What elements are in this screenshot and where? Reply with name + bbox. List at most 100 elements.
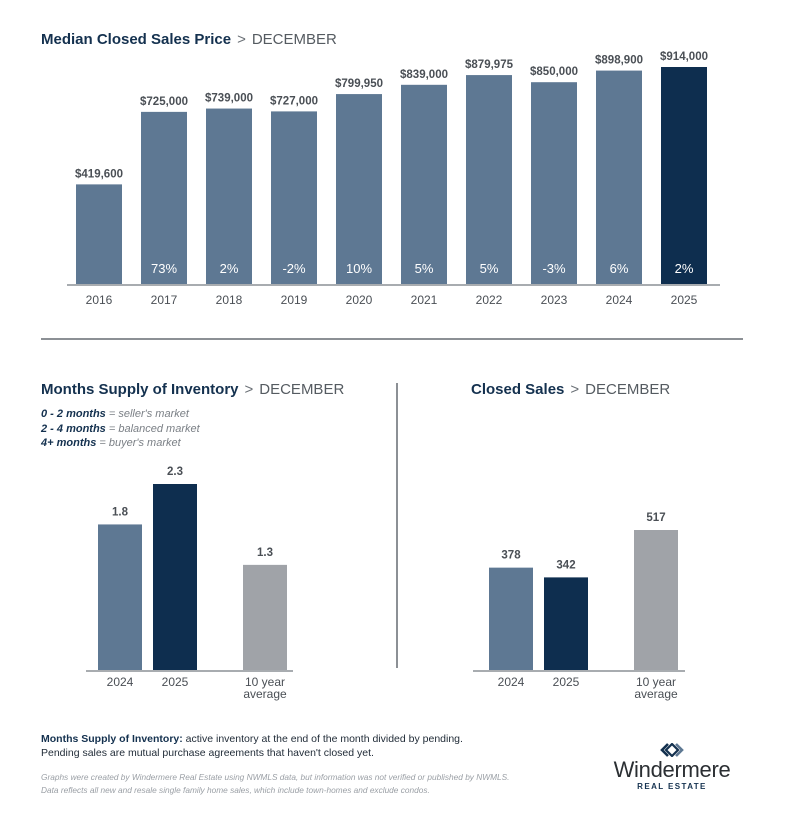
change-label: 2% <box>220 261 239 276</box>
inventory-legend: 0 - 2 months = seller's market 2 - 4 mon… <box>41 407 200 451</box>
windermere-logo: Windermere REAL ESTATE <box>612 743 732 791</box>
change-label: 73% <box>151 261 177 276</box>
value-label: $898,900 <box>595 55 643 67</box>
x-tick-label: 2023 <box>541 293 568 307</box>
bar-2024 <box>489 567 533 670</box>
value-label: $799,950 <box>335 78 383 90</box>
bar-2019 <box>271 111 317 284</box>
legend-meaning: buyer's market <box>108 437 181 449</box>
x-tick-label: 2019 <box>281 293 308 307</box>
x-tick-label: 2017 <box>151 293 178 307</box>
bar-10-year-average <box>634 530 678 670</box>
change-label: 10% <box>346 261 372 276</box>
bar-2016 <box>76 184 122 284</box>
value-label: 378 <box>501 550 521 562</box>
months-supply-title-month: DECEMBER <box>259 381 345 398</box>
legend-row-balanced: 2 - 4 months = balanced market <box>41 422 200 437</box>
legend-range: 4+ months <box>41 437 97 449</box>
bar-2025 <box>153 484 197 670</box>
value-label: 517 <box>646 512 665 524</box>
title-separator: > <box>244 381 254 398</box>
bar-2024 <box>596 70 642 284</box>
disclaimer: Graphs were created by Windermere Real E… <box>41 771 509 796</box>
disclaimer-line-2: Data reflects all new and resale single … <box>41 784 430 795</box>
legend-eq: = <box>96 437 109 449</box>
median-price-chart: $419,600 2016 $725,000 73% 2017 $739,000 2% 201… <box>67 51 720 307</box>
legend-eq: = <box>105 408 119 420</box>
value-label: $850,000 <box>530 66 578 78</box>
value-label: $839,000 <box>400 69 448 81</box>
footnote-line-2: Pending sales are mutual purchase agreem… <box>41 746 374 759</box>
x-tick-label: 2025 <box>162 675 189 689</box>
change-label: 2% <box>675 261 694 276</box>
windermere-mark-icon <box>660 743 684 757</box>
closed-sales-title-main: Closed Sales <box>471 381 565 398</box>
change-label: -2% <box>282 261 306 276</box>
disclaimer-line-1: Graphs were created by Windermere Real E… <box>41 772 510 782</box>
bar-10-year-average <box>243 564 287 670</box>
logo-wordmark: Windermere <box>613 757 731 782</box>
median-price-title-main: Median Closed Sales Price <box>41 31 232 48</box>
value-label: $914,000 <box>660 51 708 63</box>
title-separator: > <box>237 31 246 48</box>
x-tick-label: 2020 <box>346 293 373 307</box>
value-label: $739,000 <box>205 93 253 105</box>
bar-2025 <box>544 577 588 670</box>
value-label: 1.3 <box>257 547 273 559</box>
bar-2024 <box>98 524 142 670</box>
x-tick-label: average <box>243 687 287 701</box>
bar-2022 <box>466 75 512 284</box>
legend-eq: = <box>105 422 119 435</box>
legend-range: 2 - 4 months <box>41 422 106 435</box>
bar-2018 <box>206 108 252 284</box>
bar-2020 <box>336 94 382 284</box>
x-tick-label: 10 year <box>245 675 285 689</box>
value-label: $725,000 <box>140 96 188 108</box>
legend-meaning: balanced market <box>118 422 200 435</box>
footnote-term: Months Supply of Inventory: <box>41 733 183 745</box>
x-tick-label: 2016 <box>86 293 113 307</box>
change-label: 5% <box>480 261 499 276</box>
change-label: -3% <box>542 261 566 276</box>
x-tick-label: 2025 <box>553 675 580 689</box>
legend-row-sellers: 0 - 2 months = seller's market <box>41 407 200 422</box>
value-label: $879,975 <box>465 59 514 71</box>
legend-meaning: seller's market <box>118 408 189 420</box>
legend-range: 0 - 2 months <box>41 408 106 420</box>
bar-2025 <box>661 67 707 284</box>
bar-2017 <box>141 111 187 284</box>
x-tick-label: 2024 <box>107 675 134 689</box>
section-divider <box>41 338 743 340</box>
months-supply-title: Months Supply of Inventory > DECEMBER <box>41 381 344 398</box>
x-tick-label: 10 year <box>636 675 676 689</box>
value-label: 342 <box>556 559 575 571</box>
title-separator: > <box>570 381 580 398</box>
footnote-definition: active inventory at the end of the month… <box>182 733 463 745</box>
change-label: 5% <box>415 261 434 276</box>
x-tick-label: 2021 <box>411 293 438 307</box>
closed-sales-title-month: DECEMBER <box>585 381 671 398</box>
legend-row-buyers: 4+ months = buyer's market <box>41 436 200 451</box>
x-tick-label: 2024 <box>498 675 525 689</box>
x-tick-label: 2024 <box>606 293 633 307</box>
closed-sales-title: Closed Sales > DECEMBER <box>471 381 670 398</box>
value-label: 1.8 <box>112 506 129 518</box>
bar-2021 <box>401 84 447 285</box>
x-tick-label: 2025 <box>671 293 698 307</box>
column-divider <box>396 383 398 668</box>
value-label: $419,600 <box>75 168 123 180</box>
value-label: $727,000 <box>270 95 318 107</box>
change-label: 6% <box>610 261 629 276</box>
value-label: 2.3 <box>167 466 183 478</box>
x-tick-label: 2018 <box>216 293 243 307</box>
months-supply-title-main: Months Supply of Inventory <box>41 381 239 398</box>
x-tick-label: average <box>634 687 678 701</box>
median-price-title-month: DECEMBER <box>251 31 337 48</box>
footnote-line-1: Months Supply of Inventory: active inven… <box>41 733 463 747</box>
x-tick-label: 2022 <box>476 293 503 307</box>
median-price-title: Median Closed Sales Price > DECEMBER <box>41 31 337 48</box>
logo-tagline: REAL ESTATE <box>637 782 707 791</box>
bar-2023 <box>531 82 577 284</box>
